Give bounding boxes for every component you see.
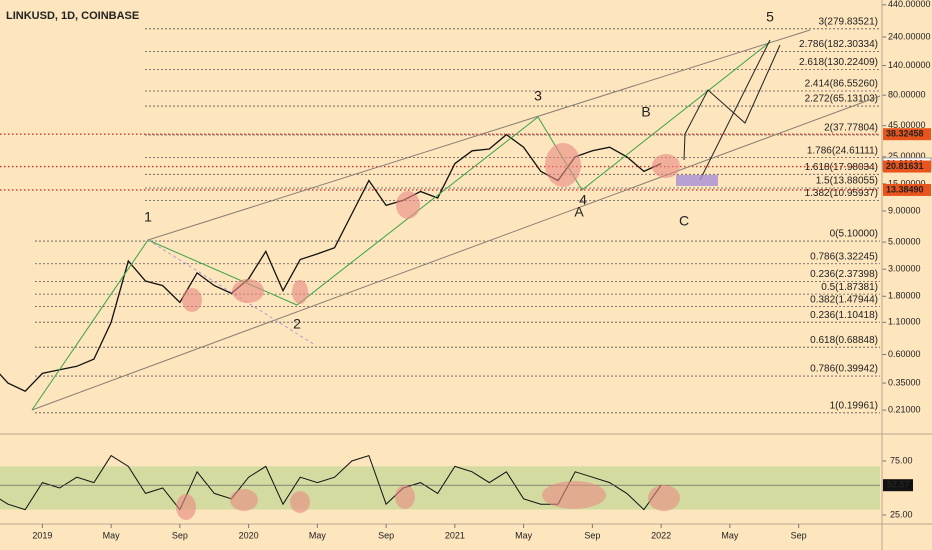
highlight <box>648 485 680 511</box>
x-tick-label: Sep <box>584 530 600 540</box>
fib-label: 3(279.83521) <box>819 16 879 27</box>
fib-label: 0.618(0.68848) <box>810 335 878 346</box>
price-tag <box>883 183 931 196</box>
fib-label: 1.5(13.88055) <box>816 176 878 187</box>
fib-label: 0(5.10000) <box>830 229 878 240</box>
rsi-tag <box>883 479 913 492</box>
channel-lower <box>31 95 881 411</box>
fib-label: 1.786(24.61111) <box>807 145 878 156</box>
y-tick-label: 3.00000 <box>888 264 921 274</box>
highlight <box>652 154 680 178</box>
wave-label: 1 <box>144 209 152 225</box>
price-panel: 440.00000240.00000140.0000080.0000045.00… <box>0 0 932 415</box>
x-tick-label: Sep <box>791 530 807 540</box>
rsi-tag-label: 52.57 <box>887 480 910 490</box>
y-tick-label: 0.60000 <box>888 349 921 359</box>
fib-label: 0.786(3.32245) <box>810 251 878 262</box>
wave-label: 2 <box>293 316 301 332</box>
y-tick-label: 440.00000 <box>888 0 931 9</box>
price-tag-label: 20.81631 <box>886 161 924 171</box>
y-tick-label: 240.00000 <box>888 31 931 41</box>
target-zone <box>676 175 718 186</box>
highlight <box>545 143 581 187</box>
rsi-band <box>0 466 880 510</box>
price-tag-label: 38.32458 <box>886 129 924 139</box>
highlight <box>395 485 415 509</box>
highlight <box>542 481 606 509</box>
y-tick-label: 1.10000 <box>888 317 921 327</box>
y-tick-label: 0.35000 <box>888 377 921 387</box>
price-tag <box>883 160 931 173</box>
drawings: 1 2 3 4 5 A B C <box>31 9 881 520</box>
wave-label: B <box>641 104 650 120</box>
x-tick-label: 2019 <box>32 530 52 540</box>
y-tick-label: 80.00000 <box>888 90 926 100</box>
x-tick-label: May <box>103 530 121 540</box>
wave-label: C <box>679 213 689 229</box>
wave-label: 3 <box>534 88 542 104</box>
fib-label: 2.786(182.30334) <box>799 39 878 50</box>
fib-label: 0.382(1.47944) <box>810 294 878 305</box>
highlight <box>292 280 308 304</box>
y-tick-label: 45.00000 <box>888 120 926 130</box>
highlight <box>232 279 264 303</box>
x-tick-label: Sep <box>378 530 394 540</box>
highlight <box>230 489 258 511</box>
projection-arrow-2 <box>699 39 771 181</box>
highlight <box>182 288 202 312</box>
fib-label: 2(37.77804) <box>824 123 878 134</box>
highlight <box>290 491 310 513</box>
x-tick-label: Sep <box>172 530 188 540</box>
rsi-panel: 75.00 25.00 52.57 <box>0 454 913 519</box>
x-tick-label: 2021 <box>445 530 465 540</box>
x-tick-label: May <box>721 530 739 540</box>
fib-label: 0.786(0.39942) <box>810 364 878 375</box>
rsi-tick-label: 25.00 <box>890 509 913 519</box>
fib-label: 2.618(130.22409) <box>799 57 878 68</box>
x-tick-label: May <box>309 530 327 540</box>
wave-label: 4 <box>579 192 587 208</box>
wave-label: 5 <box>766 9 774 25</box>
y-tick-label: 25.00000 <box>888 151 926 161</box>
x-tick-label: 2022 <box>651 530 671 540</box>
projection-arrow <box>683 44 781 161</box>
x-tick-label: May <box>515 530 533 540</box>
fib-label: 0.5(1.87381) <box>821 282 878 293</box>
highlight <box>176 494 196 520</box>
fib-label: 2.272(65.13103) <box>805 94 878 105</box>
y-tick-label: 9.00000 <box>888 205 921 215</box>
chart-title: LINKUSD, 1D, COINBASE <box>6 10 139 22</box>
fib-label: 2.414(86.55260) <box>805 79 878 90</box>
fib-label: 1.382(10.95937) <box>805 188 878 199</box>
price-tag <box>883 128 931 141</box>
rsi-tick-label: 75.00 <box>890 455 913 465</box>
rsi-line <box>0 454 662 511</box>
fib-label: 1(0.19961) <box>830 400 878 411</box>
y-tick-label: 0.21000 <box>888 405 921 415</box>
y-tick-label: 140.00000 <box>888 60 931 70</box>
fib-label: 0.236(2.37398) <box>810 269 878 280</box>
retrace-line <box>147 239 316 346</box>
fib-label: 0.236(1.10418) <box>810 310 878 321</box>
y-tick-label: 15.00000 <box>888 178 926 188</box>
fib-label: 1.618(17.98034) <box>805 162 878 173</box>
y-tick-label: 5.00000 <box>888 236 921 246</box>
wave-label: A <box>574 204 584 220</box>
highlight <box>396 191 420 219</box>
y-tick-label: 1.80000 <box>888 291 921 301</box>
channel-upper <box>147 29 811 241</box>
price-tag-label: 13.38490 <box>886 184 924 194</box>
x-tick-label: 2020 <box>239 530 259 540</box>
